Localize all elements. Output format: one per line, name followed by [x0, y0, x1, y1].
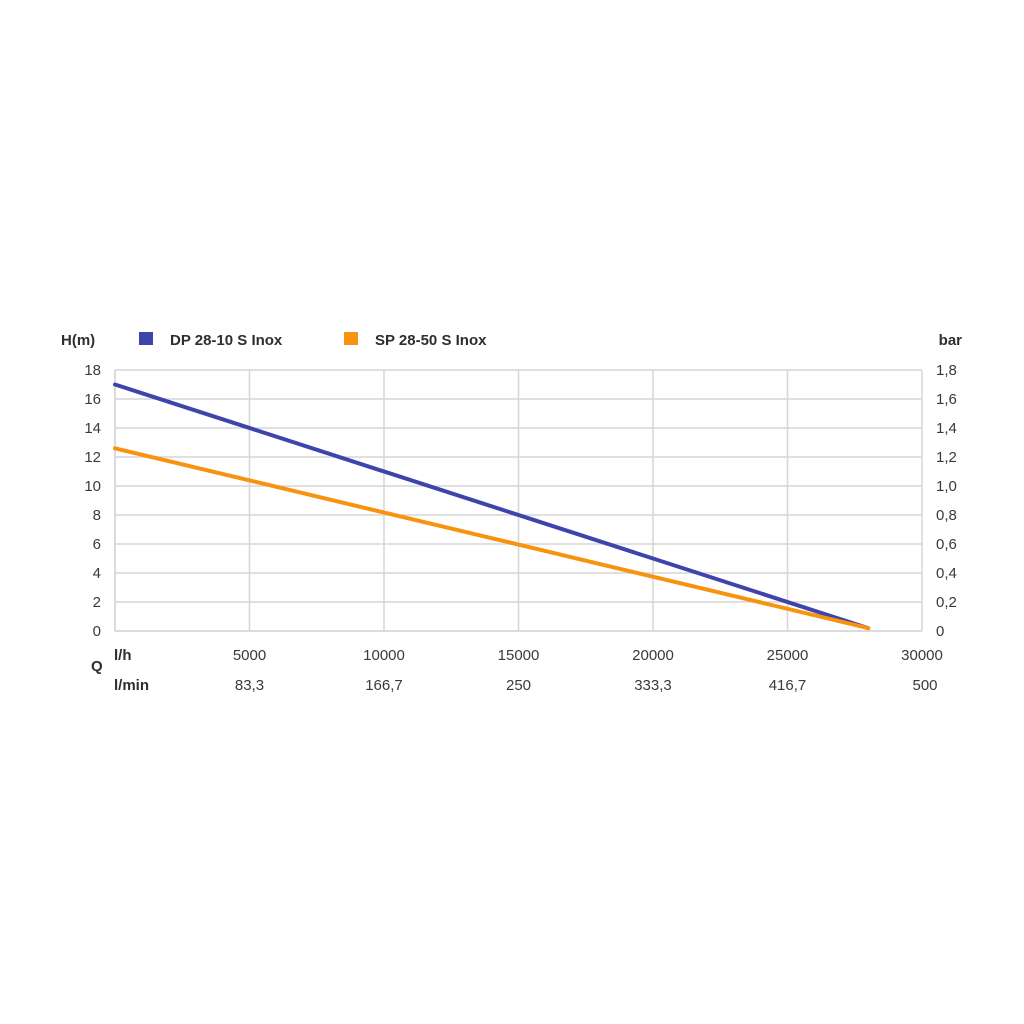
x-tick-label: 30000	[901, 647, 943, 664]
y-tick-label: 14	[84, 420, 101, 437]
y-tick-label: 6	[93, 536, 101, 553]
x-tick-label: 10000	[363, 647, 405, 664]
legend-swatch	[344, 332, 358, 345]
q-axis-title: Q	[91, 658, 103, 675]
x2-tick-label: 333,3	[634, 677, 672, 694]
y2-tick-label: 1,0	[936, 478, 957, 495]
x2-tick-label: 500	[912, 677, 937, 694]
y2-tick-label: 1,4	[936, 420, 957, 437]
y-tick-label: 16	[84, 391, 101, 408]
x-tick-label: 5000	[233, 647, 266, 664]
grid	[114, 369, 923, 632]
x-tick-label: 15000	[498, 647, 540, 664]
legend-label: DP 28-10 S Inox	[170, 332, 283, 349]
series-lines	[113, 382, 871, 631]
y2-tick-label: 0,4	[936, 565, 957, 582]
y-tick-label: 0	[93, 623, 101, 640]
y-axis-title: H(m)	[61, 332, 95, 349]
y2-tick-label: 1,2	[936, 449, 957, 466]
x-tick-label: 25000	[767, 647, 809, 664]
y2-tick-label: 0,8	[936, 507, 957, 524]
y-tick-label: 12	[84, 449, 101, 466]
y2-tick-label: 0	[936, 623, 944, 640]
y2-tick-label: 1,6	[936, 391, 957, 408]
y-tick-label: 10	[84, 478, 101, 495]
legend-swatch	[139, 332, 153, 345]
y-tick-label: 2	[93, 594, 101, 611]
y2-tick-label: 0,2	[936, 594, 957, 611]
y2-tick-label: 0,6	[936, 536, 957, 553]
y-tick-label: 8	[93, 507, 101, 524]
legend-label: SP 28-50 S Inox	[375, 332, 487, 349]
legend: DP 28-10 S Inox SP 28-50 S Inox	[139, 332, 487, 349]
x2-tick-label: 166,7	[365, 677, 403, 694]
series-line-1	[113, 382, 871, 631]
x-tick-label: 20000	[632, 647, 674, 664]
x2-tick-label: 250	[506, 677, 531, 694]
x-unit-label-lh: l/h	[114, 647, 132, 664]
x-unit-label-lmin: l/min	[114, 677, 149, 694]
y2-tick-label: 1,8	[936, 362, 957, 379]
x2-tick-label: 83,3	[235, 677, 264, 694]
series-line-2	[113, 446, 871, 631]
axis-labels: H(m) bar Q l/h l/min 0 2 4 6 8 10 12 14 16 18 0 0,2…	[61, 332, 962, 694]
y-tick-label: 4	[93, 565, 101, 582]
y2-axis-title: bar	[939, 332, 963, 349]
y-tick-label: 18	[84, 362, 101, 379]
x2-tick-label: 416,7	[769, 677, 807, 694]
